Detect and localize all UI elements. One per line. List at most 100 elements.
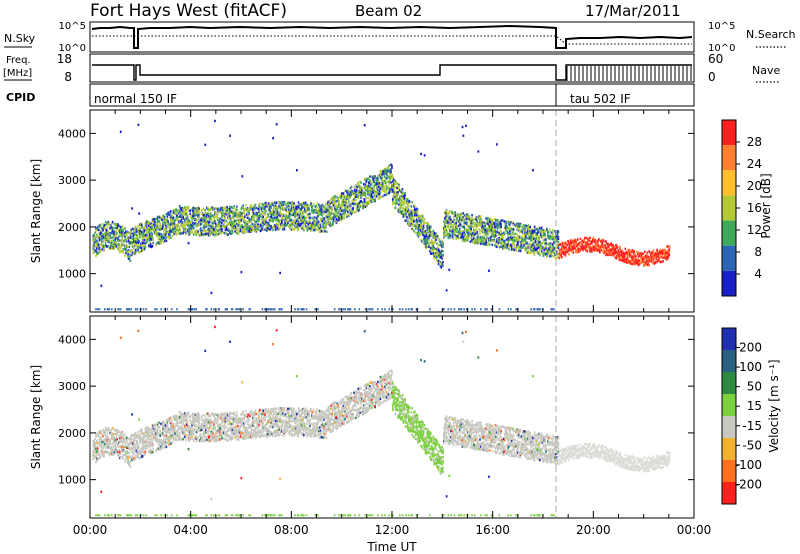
power-cell bbox=[467, 218, 470, 221]
power-cell bbox=[279, 205, 281, 208]
power-cell bbox=[233, 207, 236, 210]
power-cell bbox=[155, 230, 157, 234]
power-cell bbox=[251, 218, 254, 221]
power-cell bbox=[320, 209, 323, 213]
power-cell bbox=[387, 180, 390, 183]
power-cell bbox=[532, 236, 535, 239]
power-cell bbox=[214, 234, 216, 237]
power-cell bbox=[183, 227, 185, 230]
power-cell bbox=[120, 230, 123, 234]
power-cell bbox=[388, 164, 391, 167]
power-cell bbox=[531, 229, 533, 232]
power-cell bbox=[251, 226, 254, 229]
power-cell bbox=[253, 206, 256, 210]
power-cell bbox=[363, 185, 366, 189]
power-cell bbox=[391, 166, 393, 169]
power-cell bbox=[494, 217, 496, 221]
power-cell bbox=[534, 233, 537, 237]
power-cell bbox=[125, 240, 128, 244]
power-cell bbox=[355, 198, 357, 202]
power-cell bbox=[214, 222, 217, 225]
cpid-label: CPID bbox=[6, 91, 35, 104]
power-cell bbox=[527, 225, 530, 229]
power-cell bbox=[205, 308, 207, 311]
power-cell bbox=[422, 226, 425, 230]
power-cell bbox=[506, 226, 509, 230]
power-cell bbox=[473, 231, 475, 235]
power-cell bbox=[428, 234, 431, 237]
power-cell bbox=[481, 236, 484, 240]
power-cell bbox=[428, 238, 430, 242]
power-cell bbox=[201, 230, 204, 234]
power-cell bbox=[314, 226, 317, 229]
power-cell bbox=[497, 237, 500, 240]
power-cell bbox=[281, 308, 283, 311]
power-cell bbox=[357, 185, 360, 188]
power-cell bbox=[405, 197, 407, 200]
power-cell bbox=[476, 216, 479, 219]
power-cell bbox=[180, 218, 183, 221]
power-cell bbox=[353, 211, 355, 214]
power-cell bbox=[218, 308, 221, 311]
power-cell bbox=[340, 217, 343, 220]
power-cell bbox=[389, 168, 391, 172]
power-cell bbox=[157, 241, 160, 245]
power-cell bbox=[409, 217, 412, 221]
power-cell bbox=[222, 231, 225, 234]
power-cell bbox=[232, 211, 235, 214]
power-cell bbox=[545, 253, 547, 256]
power-cell bbox=[428, 249, 431, 253]
power-cell bbox=[250, 225, 252, 228]
power-cell bbox=[424, 235, 427, 239]
power-cell bbox=[289, 218, 292, 221]
power-cell bbox=[123, 239, 125, 243]
power-cell bbox=[459, 236, 462, 240]
power-cell bbox=[234, 227, 236, 231]
power-cell bbox=[187, 232, 190, 236]
power-cell bbox=[540, 248, 543, 252]
power-cell bbox=[126, 245, 129, 248]
power-cell bbox=[367, 196, 369, 200]
power-cell bbox=[224, 209, 227, 212]
power-cell bbox=[381, 176, 384, 180]
power-cell bbox=[545, 250, 547, 254]
power-cell bbox=[261, 206, 264, 210]
power-cell bbox=[309, 221, 311, 225]
power-cell bbox=[458, 308, 461, 311]
power-cell bbox=[437, 259, 440, 263]
power-cell bbox=[244, 228, 246, 232]
power-cell bbox=[437, 255, 440, 259]
power-cell bbox=[447, 308, 450, 311]
power-cell bbox=[336, 196, 339, 199]
power-cell bbox=[110, 232, 112, 235]
power-cell bbox=[302, 212, 304, 216]
power-cell bbox=[365, 179, 368, 182]
power-cell bbox=[105, 228, 108, 232]
power-cell bbox=[310, 210, 313, 214]
power-cell bbox=[502, 246, 504, 249]
power-cell bbox=[348, 193, 351, 197]
freq-unit: [MHz] bbox=[3, 68, 32, 79]
power-cell bbox=[176, 233, 178, 236]
power-cell bbox=[442, 255, 444, 258]
power-cell bbox=[178, 232, 181, 235]
power-cell bbox=[234, 224, 236, 227]
power-cell bbox=[192, 213, 194, 216]
power-cell bbox=[317, 228, 319, 232]
power-cell bbox=[491, 227, 494, 230]
power-cell bbox=[322, 206, 325, 209]
power-cell bbox=[384, 193, 386, 197]
power-cell bbox=[412, 223, 414, 226]
power-cell bbox=[407, 208, 410, 211]
power-cell bbox=[165, 230, 168, 233]
power-cell bbox=[404, 208, 406, 211]
power-cell bbox=[280, 224, 282, 228]
power-cell bbox=[221, 218, 223, 222]
power-cell bbox=[367, 177, 369, 180]
power-cell bbox=[274, 207, 277, 211]
power-cell bbox=[295, 168, 298, 172]
power-cell bbox=[335, 208, 338, 211]
power-cell bbox=[240, 216, 243, 220]
power-cell bbox=[183, 223, 185, 227]
power-cell bbox=[100, 237, 103, 240]
